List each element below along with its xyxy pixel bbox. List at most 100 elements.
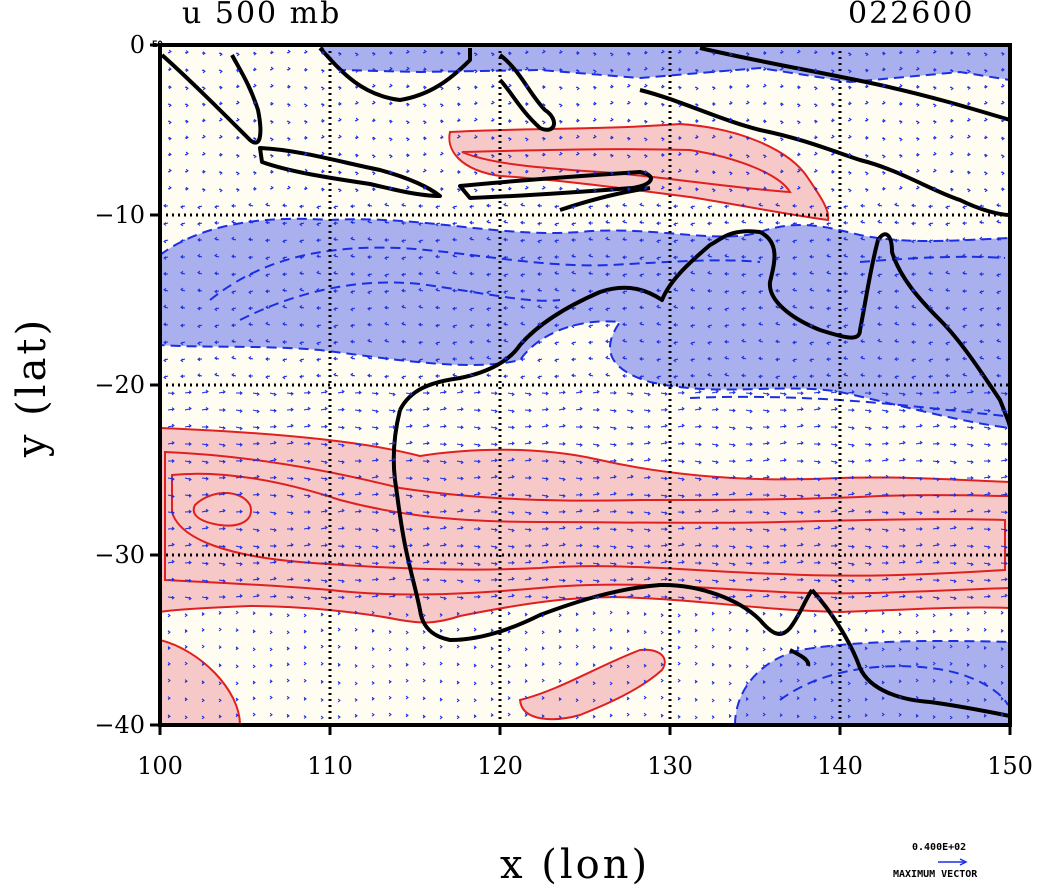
- wind-vector: [218, 562, 226, 567]
- wind-vector: [762, 593, 770, 598]
- wind-vector: [796, 120, 801, 125]
- wind-vector: [796, 185, 801, 190]
- wind-vector: [384, 374, 390, 379]
- wind-vector: [830, 69, 835, 74]
- wind-vector: [830, 698, 834, 703]
- wind-vector: [350, 339, 356, 344]
- wind-vector: [762, 680, 766, 684]
- wind-vector: [401, 304, 407, 309]
- wind-vector: [490, 646, 494, 651]
- wind-vector: [656, 321, 662, 326]
- wind-vector: [439, 493, 447, 498]
- wind-vector: [507, 119, 512, 123]
- wind-vector: [775, 202, 781, 207]
- wind-vector: [554, 305, 560, 310]
- wind-vector: [371, 391, 379, 396]
- wind-vector: [541, 103, 546, 108]
- wind-vector: [235, 527, 243, 532]
- wind-vector: [775, 239, 781, 243]
- wind-vector: [796, 630, 800, 635]
- wind-vector: [320, 612, 324, 617]
- wind-vector: [762, 576, 770, 581]
- wind-vector: [303, 120, 308, 124]
- wind-vector: [303, 578, 311, 583]
- wind-vector: [830, 492, 838, 497]
- wind-vector: [167, 185, 172, 190]
- wind-vector: [405, 647, 409, 651]
- wind-vector: [320, 151, 325, 156]
- wind-vector: [320, 86, 325, 91]
- wind-vector: [537, 288, 543, 292]
- wind-vector: [354, 443, 362, 448]
- wind-vector: [541, 391, 549, 396]
- wind-vector: [915, 577, 923, 582]
- wind-vector: [932, 120, 937, 124]
- wind-vector: [677, 136, 682, 140]
- wind-vector: [809, 287, 815, 292]
- wind-vector: [418, 322, 424, 327]
- wind-vector: [235, 117, 240, 122]
- wind-vector: [830, 407, 838, 411]
- wind-vector: [711, 508, 719, 513]
- wind-vector: [843, 236, 849, 241]
- wind-vector: [775, 220, 781, 225]
- wind-vector: [167, 526, 175, 531]
- wind-vector: [435, 374, 441, 378]
- wind-vector: [660, 494, 668, 499]
- wind-vector: [524, 528, 532, 532]
- wind-vector: [660, 577, 668, 581]
- wind-vector: [1000, 681, 1004, 685]
- wind-vector: [860, 373, 866, 377]
- wind-vector: [452, 306, 458, 311]
- wind-vector: [167, 441, 175, 445]
- wind-vector: [983, 562, 991, 567]
- wind-vector: [269, 408, 277, 413]
- wind-vector: [163, 287, 169, 292]
- wind-vector: [813, 460, 821, 465]
- wind-vector: [201, 492, 209, 497]
- wind-vector: [745, 610, 749, 615]
- wind-vector: [792, 222, 798, 226]
- wind-vector: [745, 492, 753, 496]
- wind-vector: [575, 579, 583, 584]
- wind-vector: [711, 526, 719, 530]
- wind-vector: [575, 561, 583, 566]
- wind-vector: [269, 679, 273, 684]
- wind-vector: [456, 460, 464, 465]
- wind-vector: [435, 205, 441, 210]
- wind-vector: [592, 681, 596, 686]
- wind-vector: [860, 290, 866, 295]
- wind-vector: [626, 426, 634, 430]
- wind-vector: [728, 645, 732, 650]
- wind-vector: [745, 712, 749, 717]
- wind-vector: [949, 715, 953, 720]
- wind-vector: [422, 477, 430, 482]
- wind-vector: [813, 629, 817, 633]
- wind-vector: [694, 169, 699, 174]
- wind-vector: [762, 425, 770, 430]
- wind-vector: [299, 287, 305, 292]
- wind-vector: [265, 339, 271, 343]
- wind-vector: [881, 629, 885, 634]
- wind-vector: [775, 256, 781, 261]
- wind-vector: [728, 85, 733, 89]
- wind-vector: [167, 613, 171, 618]
- wind-vector: [643, 137, 648, 142]
- wind-vector: [728, 390, 736, 395]
- wind-vector: [673, 358, 679, 363]
- wind-vector: [201, 508, 209, 513]
- wind-vector: [881, 593, 889, 598]
- wind-vector: [507, 83, 512, 88]
- wind-vector: [299, 305, 305, 309]
- wind-vector: [265, 375, 271, 380]
- wind-vector: [401, 221, 407, 225]
- wind-vector: [643, 630, 647, 635]
- wind-vector: [422, 678, 426, 683]
- wind-vector: [282, 272, 288, 277]
- wind-vector: [269, 101, 274, 106]
- wind-vector: [201, 543, 209, 548]
- wind-vector: [962, 271, 968, 275]
- wind-vector: [299, 222, 305, 227]
- wind-vector: [643, 186, 648, 190]
- wind-vector: [248, 338, 254, 343]
